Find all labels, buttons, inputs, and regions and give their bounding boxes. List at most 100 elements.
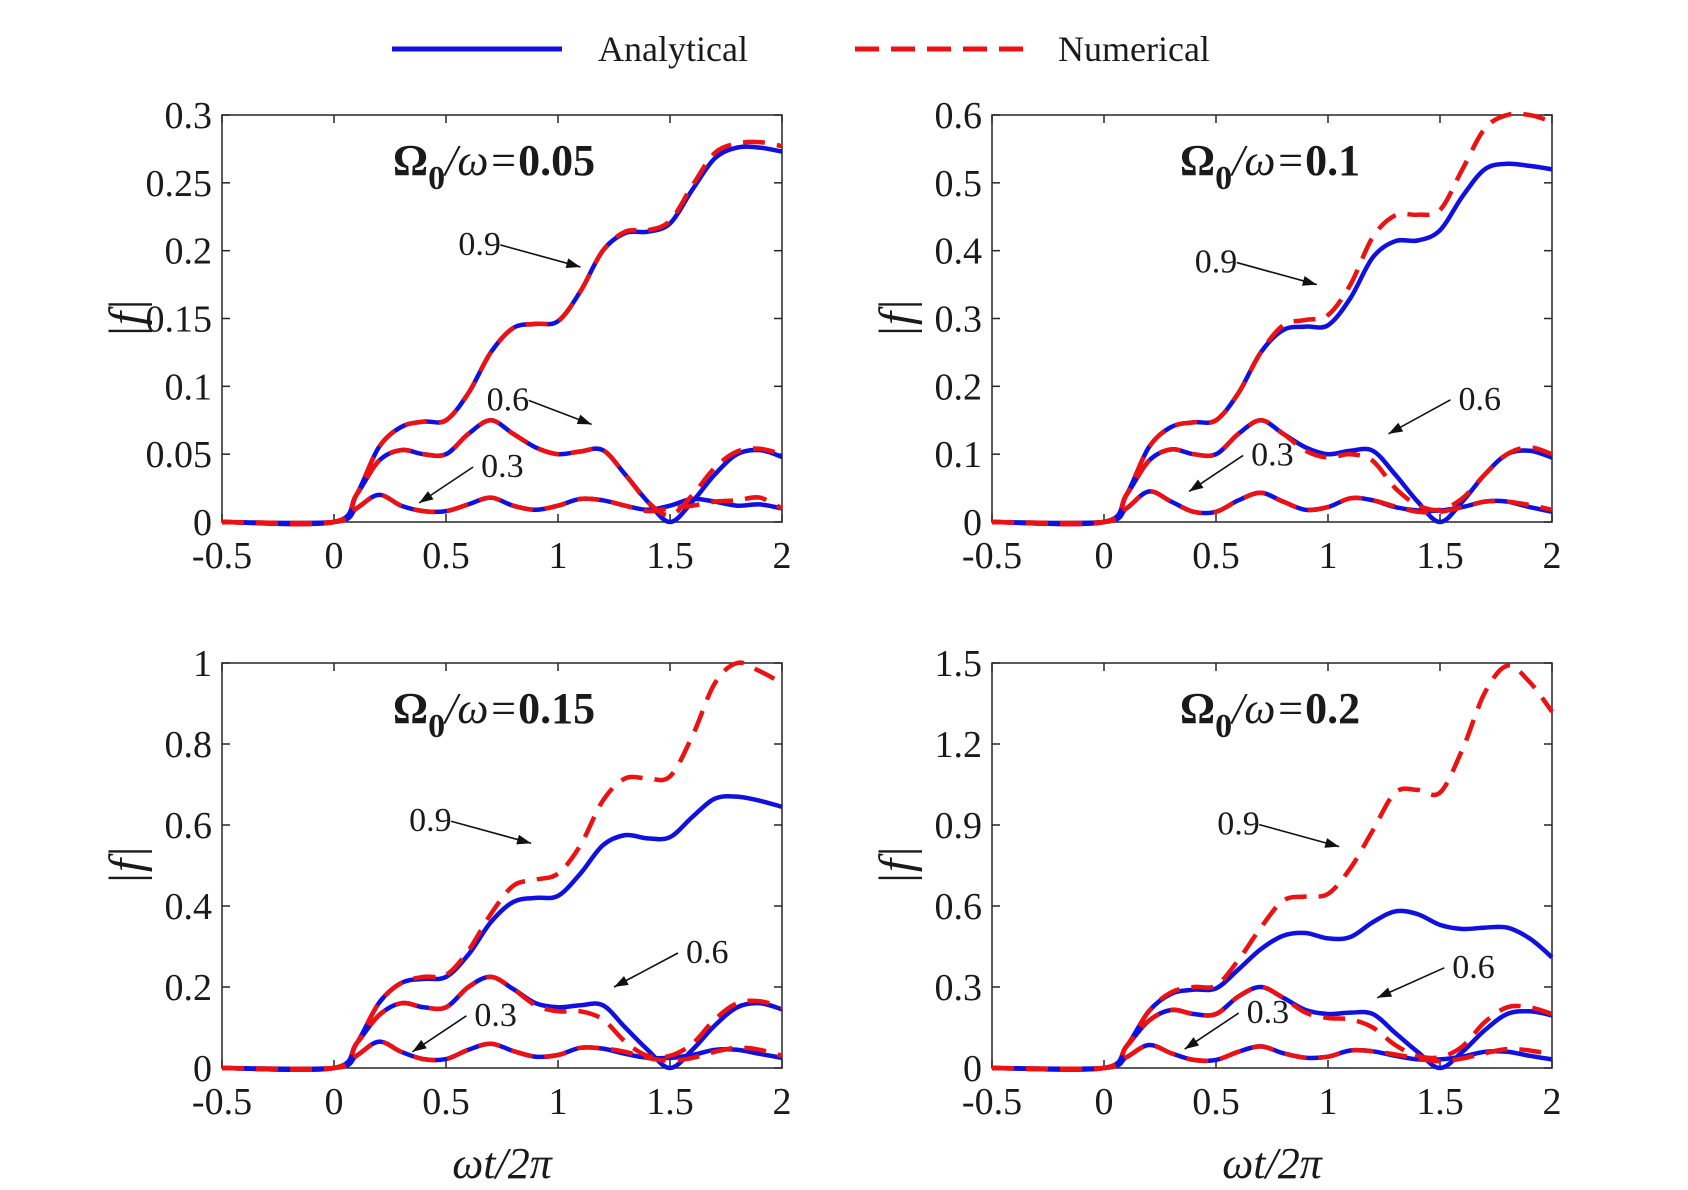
y-tick-label: 0.6 xyxy=(165,805,213,847)
y-axis-label: |f| xyxy=(100,846,153,886)
x-tick-label: 1 xyxy=(549,1081,568,1123)
x-tick-label: 1 xyxy=(549,535,568,577)
numerical-curve-0-6 xyxy=(991,984,1553,1072)
numerical-curve-0-6 xyxy=(221,974,783,1073)
title-symbol: Ω xyxy=(393,684,428,733)
x-tick-label: 0.5 xyxy=(422,535,470,577)
annotation-arrowhead xyxy=(419,491,434,504)
y-tick-label: 0.9 xyxy=(935,805,983,847)
y-tick-label: 0.2 xyxy=(165,967,213,1009)
panel-omega-0-15: -0.5 0 0.5 1 1.5 200.20.40.60.81|f|ωt/2πΩ0/ω=… xyxy=(100,643,792,1188)
analytical-curve-0-9 xyxy=(991,908,1554,1072)
title-subscript: 0 xyxy=(428,708,445,745)
x-tick-label: 1.5 xyxy=(646,1081,694,1123)
numerical-curve-0-9 xyxy=(991,111,1553,527)
y-axis-label: |f| xyxy=(100,299,153,339)
annotation-arrowhead xyxy=(576,414,592,425)
numerical-curve-0-3 xyxy=(991,489,1553,526)
annotation-arrowhead xyxy=(412,1039,427,1052)
y-tick-label: 0.3 xyxy=(935,299,983,341)
y-tick-label: 0.1 xyxy=(165,366,213,408)
annotation-arrowhead xyxy=(1189,479,1204,492)
panel-title: Ω0/ω=0.1 xyxy=(1180,136,1360,197)
x-tick-label: 1 xyxy=(1319,535,1338,577)
annotation-label: 0.9 xyxy=(1217,806,1260,843)
annotation-arrowhead xyxy=(1184,1037,1200,1050)
annotation-label: 0.3 xyxy=(481,448,524,485)
annotation-label: 0.9 xyxy=(458,226,501,263)
numerical-curve-0-3 xyxy=(221,1039,783,1072)
x-tick-label: 2 xyxy=(1543,535,1562,577)
numerical-curve-0-6 xyxy=(991,418,1553,527)
title-symbol: Ω xyxy=(393,136,428,185)
x-tick-label: 2 xyxy=(773,1081,792,1123)
annotation-label: 0.6 xyxy=(1458,381,1501,418)
legend: Analytical Numerical xyxy=(392,29,1210,69)
x-tick-label: 0.5 xyxy=(422,1081,470,1123)
annotation-label: 0.6 xyxy=(1452,949,1495,986)
annotation-arrowhead xyxy=(1388,422,1404,434)
y-tick-label: 0.6 xyxy=(935,886,983,928)
numerical-curve-0-3 xyxy=(991,1042,1553,1072)
x-tick-label: -0.5 xyxy=(962,535,1022,577)
x-tick-label: 0 xyxy=(1095,535,1114,577)
y-tick-label: 0.15 xyxy=(146,299,213,341)
panel-omega-0-2: -0.5 0 0.5 1 1.5 200.30.60.91.21.5|f|ωt/2πΩ0/… xyxy=(870,643,1562,1188)
x-tick-label: 1.5 xyxy=(646,535,694,577)
annotation-arrowhead xyxy=(1377,987,1393,998)
y-tick-label: 0.4 xyxy=(165,886,213,928)
title-value: 0.1 xyxy=(1305,136,1360,185)
x-tick-label: 0 xyxy=(325,1081,344,1123)
annotation-label: 0.3 xyxy=(474,997,517,1034)
panel-omega-0-05: -0.5 0 0.5 1 1.5 200.050.10.150.20.250.3|f|Ω0… xyxy=(100,95,792,577)
title-symbol: Ω xyxy=(1180,684,1215,733)
y-tick-label: 0 xyxy=(193,1048,212,1090)
title-value: 0.2 xyxy=(1305,684,1360,733)
annotation-label: 0.3 xyxy=(1247,994,1290,1031)
y-axis-label: |f| xyxy=(870,299,923,339)
y-tick-label: 0 xyxy=(963,1048,982,1090)
x-tick-label: -0.5 xyxy=(192,535,252,577)
title-subscript: 0 xyxy=(1215,160,1232,197)
annotation-arrowhead xyxy=(614,976,629,987)
panel-title: Ω0/ω=0.05 xyxy=(393,136,595,197)
legend-analytical-label: Analytical xyxy=(598,29,748,69)
y-tick-label: 1.5 xyxy=(935,643,983,685)
axes-box xyxy=(991,662,1553,1069)
annotation-label: 0.9 xyxy=(1195,244,1238,281)
x-tick-label: 0 xyxy=(325,535,344,577)
y-tick-label: 0.2 xyxy=(935,366,983,408)
analytical-curve-0-9 xyxy=(221,793,783,1073)
title-value: 0.05 xyxy=(518,136,595,185)
numerical-curve-0-9 xyxy=(991,663,1554,1072)
x-tick-label: -0.5 xyxy=(962,1081,1022,1123)
x-tick-label: -0.5 xyxy=(192,1081,252,1123)
title-value: 0.15 xyxy=(518,684,595,733)
x-tick-label: 2 xyxy=(773,535,792,577)
y-tick-label: 0 xyxy=(193,502,212,544)
panel-title: Ω0/ω=0.2 xyxy=(1180,684,1360,745)
x-tick-label: 1 xyxy=(1319,1081,1338,1123)
title-ratio: /ω= xyxy=(1229,136,1305,185)
panel-title: Ω0/ω=0.15 xyxy=(393,684,595,745)
title-ratio: /ω= xyxy=(442,684,518,733)
panel-omega-0-1: -0.5 0 0.5 1 1.5 200.10.20.30.40.50.6|f|Ω0/ω=… xyxy=(870,95,1562,577)
y-tick-label: 0.3 xyxy=(165,95,213,137)
y-tick-label: 0.8 xyxy=(165,724,213,766)
analytical-curve-0-6 xyxy=(991,418,1553,527)
title-symbol: Ω xyxy=(1180,136,1215,185)
y-tick-label: 0.1 xyxy=(935,434,983,476)
y-tick-label: 0.4 xyxy=(935,231,983,273)
y-tick-label: 0.2 xyxy=(165,231,213,273)
x-tick-label: 0.5 xyxy=(1192,535,1240,577)
y-tick-label: 1.2 xyxy=(935,724,983,766)
y-tick-label: 0.3 xyxy=(935,967,983,1009)
legend-numerical-label: Numerical xyxy=(1058,29,1210,69)
x-tick-label: 2 xyxy=(1543,1081,1562,1123)
annotation-label: 0.6 xyxy=(686,934,729,971)
title-subscript: 0 xyxy=(1215,708,1232,745)
x-tick-label: 0.5 xyxy=(1192,1081,1240,1123)
y-tick-label: 0 xyxy=(963,502,982,544)
numerical-curve-0-3 xyxy=(221,492,784,526)
numerical-curve-0-9 xyxy=(221,660,784,1073)
